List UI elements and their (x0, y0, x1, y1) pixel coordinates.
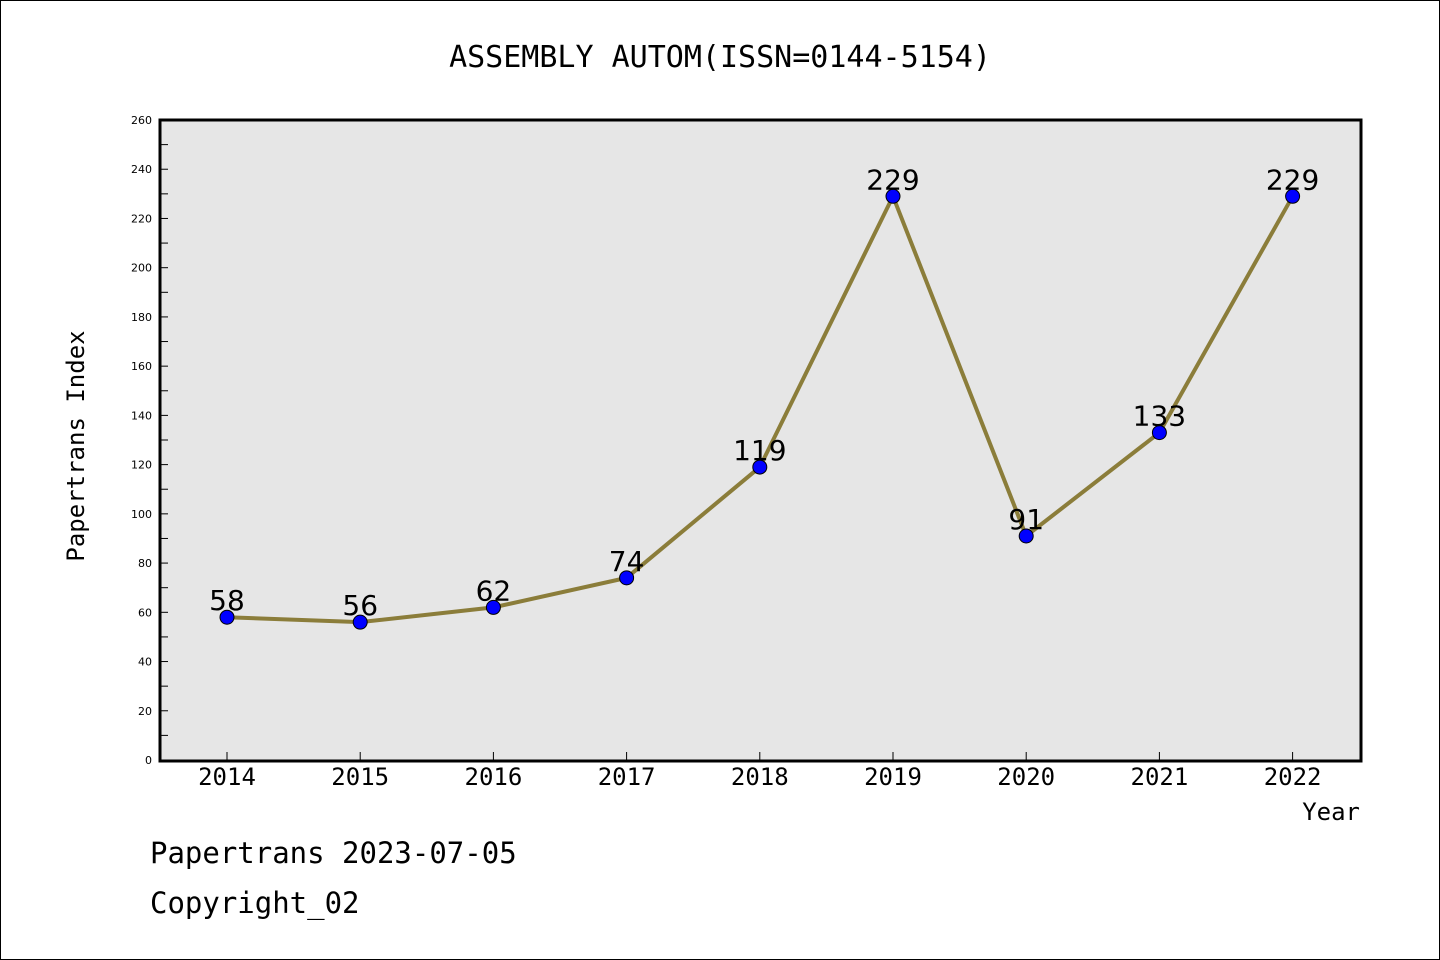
y-tick-label: 260 (131, 114, 152, 127)
data-point (752, 459, 768, 475)
y-tick-label: 220 (131, 212, 152, 225)
y-tick-label: 60 (138, 606, 152, 619)
x-tick-label: 2014 (198, 763, 256, 791)
y-tick-label: 40 (138, 656, 152, 669)
x-tick-label: 2022 (1264, 763, 1322, 791)
x-axis-label: Year (1302, 798, 1360, 826)
data-label: 119 (733, 434, 786, 467)
x-tick-label: 2020 (997, 763, 1055, 791)
data-label: 133 (1133, 400, 1186, 433)
footer-copyright: Copyright_02 (150, 886, 360, 920)
x-tick-label: 2016 (465, 763, 523, 791)
chart-title: ASSEMBLY AUTOM(ISSN=0144-5154) (449, 40, 991, 75)
data-point (219, 609, 235, 625)
footer-date-line: Papertrans 2023-07-05 (150, 836, 517, 870)
data-point (1285, 188, 1301, 204)
data-point (1151, 425, 1167, 441)
y-axis-label: Papertrans Index (62, 330, 90, 561)
x-tick-label: 2021 (1131, 763, 1189, 791)
y-tick-label: 180 (131, 311, 152, 324)
data-point (352, 614, 368, 630)
y-tick-label: 160 (131, 360, 152, 373)
data-label: 62 (476, 574, 512, 607)
data-label: 91 (1008, 503, 1044, 536)
y-tick-label: 100 (131, 508, 152, 521)
y-tick-label: 80 (138, 557, 152, 570)
x-tick-label: 2015 (331, 763, 389, 791)
y-tick-label: 0 (145, 754, 152, 767)
data-point (619, 570, 635, 586)
data-label: 229 (866, 163, 919, 196)
data-label: 56 (342, 589, 378, 622)
y-tick-label: 120 (131, 459, 152, 472)
data-label: 229 (1266, 163, 1319, 196)
data-labels: 58 56 62 74 119 229 91 133 229 (209, 163, 1319, 622)
y-tick-label: 240 (131, 163, 152, 176)
x-tick-label: 2018 (731, 763, 789, 791)
y-tick-label: 20 (138, 705, 152, 718)
y-tick-label: 140 (131, 409, 152, 422)
x-axis-ticks: 2014 2015 2016 2017 2018 2019 2020 2021 2022 (198, 752, 1321, 791)
data-label: 58 (209, 584, 245, 617)
data-point (885, 188, 901, 204)
y-axis-ticks: 0 20 40 60 80 100 120 140 160 180 200 220 240 260 (131, 114, 168, 767)
data-markers (219, 188, 1301, 630)
plot-area (158, 118, 1363, 763)
x-tick-label: 2017 (598, 763, 656, 791)
y-tick-label: 200 (131, 262, 152, 275)
data-label: 74 (609, 545, 645, 578)
x-tick-label: 2019 (864, 763, 922, 791)
data-point (485, 599, 501, 615)
data-point (1018, 528, 1034, 544)
